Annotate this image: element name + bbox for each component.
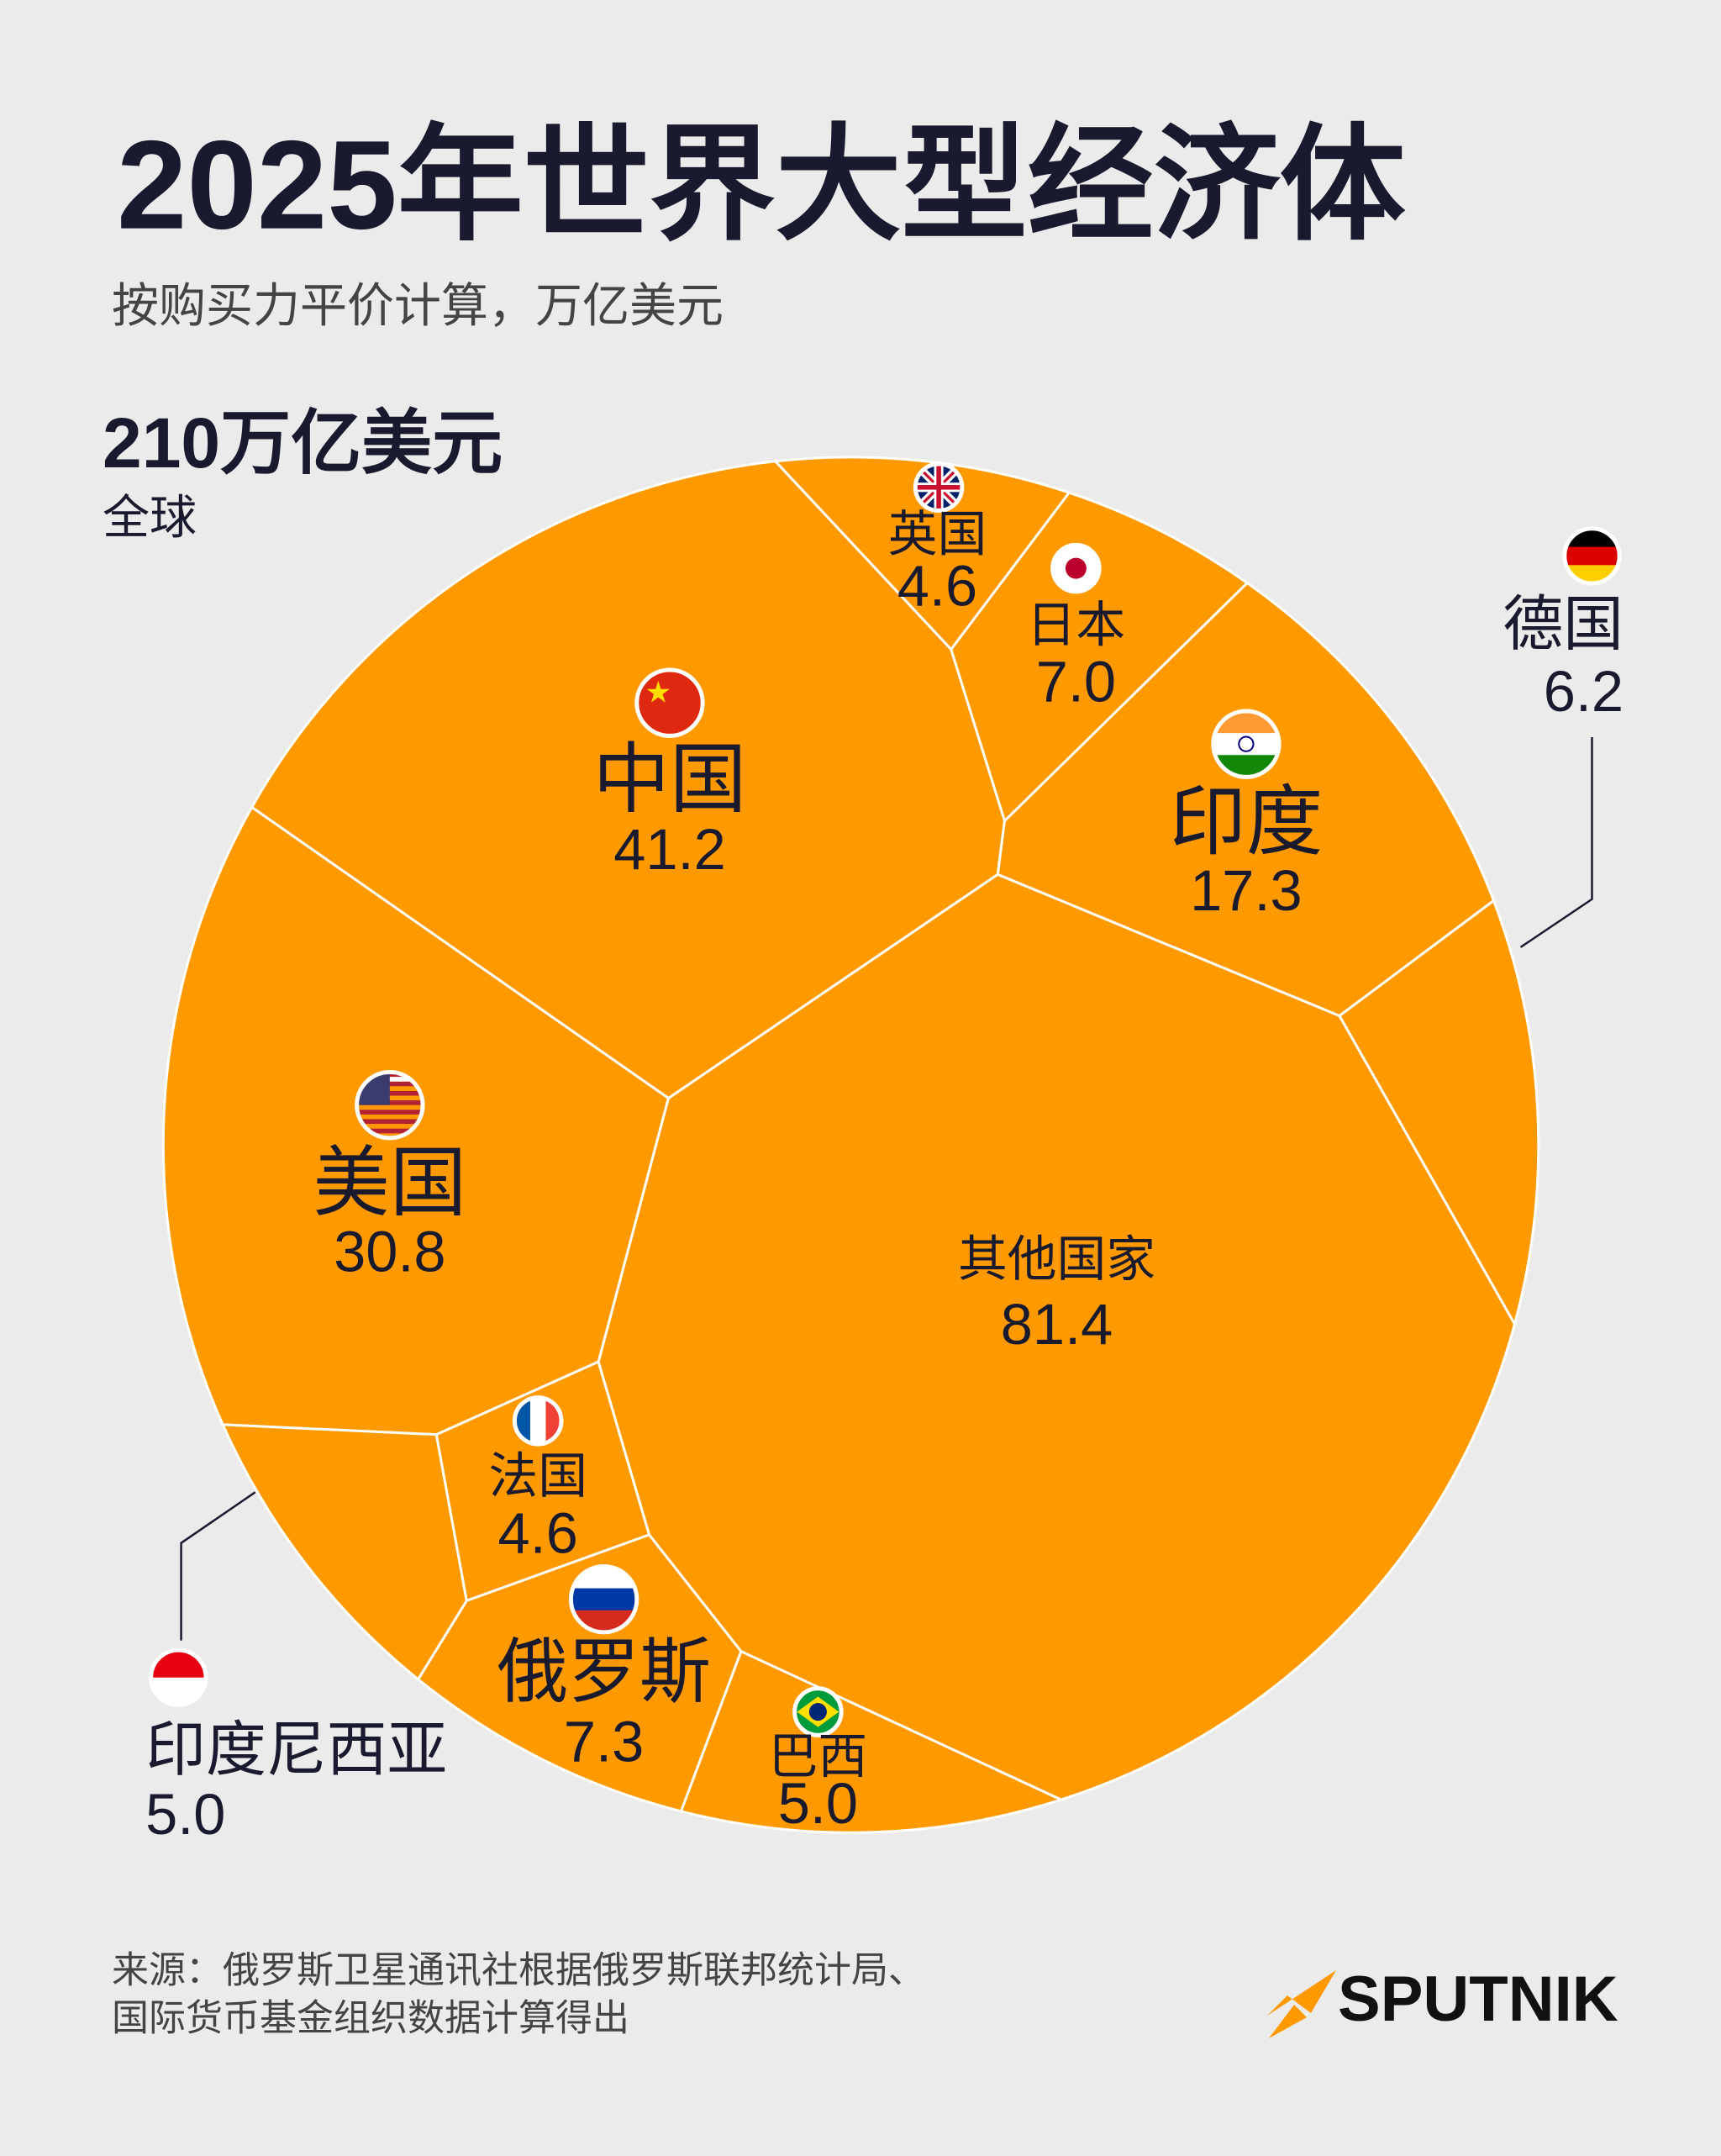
cell bbox=[1338, 899, 1540, 1328]
value-label: 41.2 bbox=[613, 817, 725, 882]
cell bbox=[250, 460, 1007, 1100]
cell bbox=[679, 1649, 1065, 1834]
value-label: 30.8 bbox=[334, 1219, 445, 1284]
flag-part bbox=[808, 1703, 827, 1721]
flag-part bbox=[936, 464, 941, 511]
flag-border bbox=[149, 1647, 208, 1707]
flag-part bbox=[529, 1397, 547, 1445]
cell-label: 印度尼西亚 bbox=[145, 1716, 447, 1784]
flag bbox=[1213, 710, 1280, 778]
cell-label: 其他国家 bbox=[958, 1232, 1155, 1287]
logo-icon bbox=[1267, 1970, 1336, 2038]
cell-label: 德国 bbox=[1503, 591, 1624, 658]
value-label: 5.0 bbox=[778, 1771, 858, 1836]
chart-subtitle: 按购买力平价计算，万亿美元 bbox=[112, 279, 724, 332]
value-label: 4.6 bbox=[897, 553, 977, 618]
leader-line bbox=[180, 1491, 256, 1641]
flag-part bbox=[1065, 557, 1087, 579]
cell-label: 印度 bbox=[1169, 779, 1323, 865]
flag-part bbox=[1238, 735, 1255, 752]
cell-label: 中国 bbox=[593, 736, 747, 822]
flag-border bbox=[355, 1070, 425, 1141]
flag-part bbox=[356, 1128, 424, 1134]
leader-line bbox=[1519, 737, 1593, 948]
cell bbox=[434, 1360, 651, 1603]
value-label: 6.2 bbox=[1544, 659, 1624, 724]
total-sublabel: 全球 bbox=[103, 491, 197, 544]
flag-part bbox=[356, 1119, 424, 1125]
flag-border bbox=[1211, 709, 1282, 779]
logo: SPUTNIK bbox=[1338, 1964, 1618, 2035]
flag-border bbox=[512, 1395, 564, 1447]
flag-star: ★ bbox=[645, 677, 671, 709]
cell bbox=[220, 1423, 468, 1682]
cell-label: 美国 bbox=[313, 1140, 466, 1226]
flag-border bbox=[634, 667, 705, 738]
flag-part bbox=[356, 1110, 424, 1115]
flag-border bbox=[792, 1686, 844, 1737]
flag-part bbox=[571, 1588, 637, 1611]
flag-border bbox=[913, 461, 965, 514]
cell-label: 日本 bbox=[1027, 598, 1126, 653]
cell bbox=[950, 491, 1250, 824]
cell-label: 俄罗斯 bbox=[497, 1631, 711, 1711]
value-label: 5.0 bbox=[145, 1782, 225, 1847]
cell-label: 巴西 bbox=[769, 1729, 868, 1784]
total-label: 210万亿美元 bbox=[103, 403, 503, 482]
chart-title: 2025年世界大型经济体 bbox=[117, 114, 1406, 256]
value-label: 7.3 bbox=[564, 1710, 644, 1774]
flag-border bbox=[568, 1563, 639, 1635]
value-label: 17.3 bbox=[1190, 858, 1302, 923]
flag-border bbox=[1562, 526, 1622, 586]
value-label: 4.6 bbox=[498, 1500, 578, 1565]
source-line: 来源：俄罗斯卫星通讯社根据俄罗斯联邦统计局、 bbox=[112, 1950, 925, 1991]
flag-border bbox=[1050, 542, 1102, 594]
value-label: 7.0 bbox=[1036, 650, 1116, 714]
cell-label: 英国 bbox=[888, 508, 987, 562]
flag-part bbox=[1564, 546, 1620, 566]
source-line: 国际货币基金组织数据计算得出 bbox=[112, 1998, 629, 2039]
value-label: 81.4 bbox=[1001, 1292, 1113, 1357]
cell-label: 法国 bbox=[488, 1449, 587, 1504]
